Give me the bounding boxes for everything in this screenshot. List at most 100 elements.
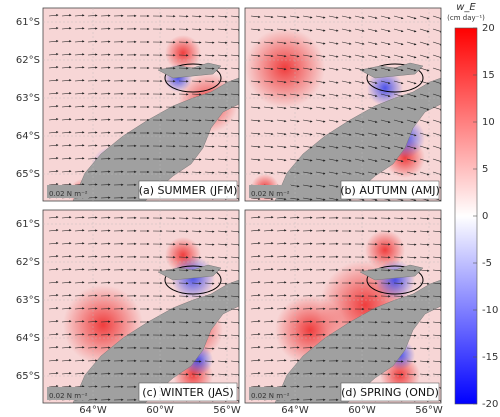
stress-arrow (250, 15, 261, 19)
colorbar-tick-label: 0 (482, 211, 488, 222)
stress-arrow (289, 41, 300, 45)
stress-arrow (204, 93, 215, 96)
stress-arrow (230, 347, 239, 350)
stress-arrow (328, 197, 339, 201)
stress-arrow (48, 372, 59, 375)
panel-label-box (138, 180, 238, 200)
stress-arrow (367, 41, 378, 45)
stress-arrow (250, 359, 261, 362)
stress-arrow (393, 158, 404, 163)
stress-arrow (250, 268, 261, 271)
stress-arrow (276, 268, 287, 271)
stress-arrow (289, 346, 300, 349)
map-area (43, 210, 239, 403)
stress-arrow (217, 269, 228, 272)
stress-arrow (250, 93, 261, 97)
stress-arrow (406, 54, 417, 59)
stress-arrow (393, 132, 404, 137)
stress-arrow (341, 119, 352, 123)
latitude-label: 65°S (16, 169, 40, 180)
stress-arrow (263, 197, 274, 201)
stress-arrow (48, 333, 59, 336)
stress-arrow (74, 372, 85, 375)
stress-arrow (354, 93, 365, 97)
stress-arrow (61, 216, 72, 219)
stress-arrow (191, 360, 202, 363)
stress-arrow (276, 294, 287, 297)
stress-arrow (263, 307, 274, 310)
stress-arrow (87, 66, 98, 69)
stress-arrow (74, 359, 85, 362)
stress-arrow (354, 54, 365, 58)
stress-arrow (74, 131, 85, 134)
stress-arrow (315, 106, 326, 110)
stress-arrow (191, 132, 202, 135)
stress-arrow (276, 93, 287, 97)
stress-arrow (328, 184, 339, 188)
stress-arrow (289, 359, 300, 362)
stress-arrow (61, 40, 72, 43)
stress-arrow (230, 171, 239, 174)
stress-arrow (250, 158, 261, 162)
stress-arrow (302, 184, 313, 188)
stress-arrow (230, 67, 239, 70)
stress-arrow (432, 256, 441, 259)
island (157, 264, 222, 281)
panel-label: (b) AUTUMN (AMJ) (340, 184, 439, 197)
stress-arrow (328, 93, 339, 97)
stress-arrow (393, 230, 404, 233)
stress-arrow (74, 105, 85, 108)
stress-arrow (380, 106, 391, 111)
stress-arrow (328, 67, 339, 71)
stress-arrow (315, 171, 326, 175)
stress-arrow (191, 256, 202, 259)
latitude-label: 61°S (16, 219, 40, 230)
stress-arrow (393, 295, 404, 298)
stress-arrow (419, 132, 430, 137)
stress-arrow (217, 158, 228, 161)
stress-arrow (419, 217, 430, 220)
colorbar-tick-label: 20 (482, 23, 495, 34)
stress-arrow (217, 321, 228, 324)
stress-arrow (328, 54, 339, 58)
stress-arrow (230, 334, 239, 337)
latitude-label: 64°S (16, 333, 40, 344)
stress-arrow (230, 15, 239, 18)
stress-arrow (406, 256, 417, 259)
stress-arrow (61, 144, 72, 147)
stress-arrow (191, 347, 202, 350)
stress-arrow (48, 14, 59, 17)
stress-arrow (432, 145, 441, 150)
stress-arrow (432, 243, 441, 246)
stress-arrow (61, 66, 72, 69)
stress-arrow (276, 171, 287, 175)
stress-arrow (406, 373, 417, 376)
stress-arrow (276, 106, 287, 110)
stress-arrow (341, 93, 352, 97)
stress-arrow (432, 295, 441, 298)
stress-arrow (406, 282, 417, 285)
stress-arrow (380, 80, 391, 85)
negative-anomaly (367, 70, 403, 106)
map-panel: 0.02 N m⁻² (c) WINTER (JAS) (42, 209, 240, 404)
stress-arrow (367, 54, 378, 58)
stress-arrow (48, 53, 59, 56)
stress-arrow (230, 282, 239, 285)
stress-arrow (328, 41, 339, 45)
longitude-label: 60°W (146, 405, 174, 416)
stress-arrow (419, 54, 430, 59)
stress-arrow (217, 308, 228, 311)
stress-arrow (328, 80, 339, 84)
stress-arrow (263, 216, 274, 219)
stress-arrow (87, 131, 98, 134)
stress-arrow (61, 92, 72, 95)
latitude-label: 62°S (16, 257, 40, 268)
stress-arrow (204, 145, 215, 148)
stress-arrow (289, 132, 300, 136)
stress-arrow (276, 359, 287, 362)
stress-arrow (393, 256, 404, 259)
stress-arrow (406, 93, 417, 98)
stress-arrow (230, 217, 239, 220)
map-area (43, 8, 239, 201)
stress-arrow (341, 106, 352, 110)
